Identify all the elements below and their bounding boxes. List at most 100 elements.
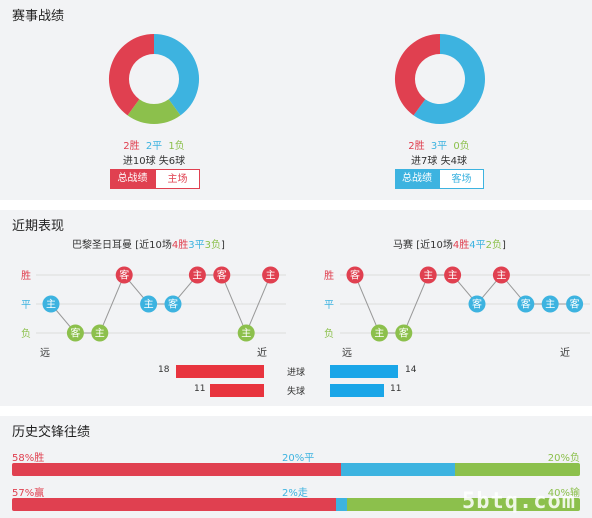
home-match-dot: [262, 266, 280, 284]
h2h-handicap-push-text: 2%走: [282, 488, 308, 499]
home-match-venue-label: 主: [46, 299, 56, 311]
away-goals-summary: 进7球 失4球: [411, 156, 467, 167]
home-form-bracket: ]: [220, 240, 225, 251]
away-form-bracket: ]: [501, 240, 506, 251]
away-match-dot: [541, 295, 559, 313]
away-axis-far: 远: [342, 348, 352, 359]
away-match-dot: [566, 295, 584, 313]
home-form-chart: 主客 主客主 客主 客主主: [36, 266, 286, 342]
home-match-marker: 主: [237, 324, 255, 342]
away-match-marker: 主: [541, 295, 559, 313]
home-form-header: 巴黎圣日耳曼 [近10场4胜3平3负]: [72, 236, 225, 251]
home-loss-count: 1负: [168, 141, 185, 152]
away-draw-count: 3平: [430, 141, 448, 152]
h2h-handicap-loss-segment: [347, 498, 580, 511]
away-match-dot: [346, 266, 364, 284]
home-match-marker: 客: [66, 324, 84, 342]
home-match-marker: 主: [91, 324, 109, 342]
away-match-venue-label: 客: [350, 269, 360, 282]
h2h-draw-text: 20%平: [282, 453, 315, 464]
h2h-win-segment: [12, 463, 342, 476]
away-team-name: 马赛: [393, 240, 413, 251]
home-match-dot: [213, 266, 231, 284]
home-ylabel-draw: 平: [21, 300, 31, 311]
home-form-draws: 3平: [188, 240, 205, 251]
recent-form-section: 近期表现 巴黎圣日耳曼 [近10场4胜3平3负] 马赛 [近10场4胜4平2负]…: [0, 210, 592, 406]
home-form-wins: 4胜: [171, 240, 189, 251]
away-ylabel-draw: 平: [324, 300, 334, 311]
away-match-dot: [419, 266, 437, 284]
away-loss-count: 0负: [453, 141, 470, 152]
h2h-handicap-push-segment: [335, 498, 348, 511]
home-match-venue-label: 主: [192, 270, 202, 282]
away-match-dot: [492, 266, 510, 284]
away-match-marker: 客: [566, 295, 584, 313]
home-match-venue-label: 客: [70, 327, 80, 340]
away-match-marker: 客: [395, 324, 413, 342]
away-match-marker: 主: [370, 324, 388, 342]
away-match-venue-label: 客: [570, 298, 580, 311]
home-match-dot: [42, 295, 60, 313]
home-match-marker: 主: [262, 266, 280, 284]
home-match-marker: 客: [115, 266, 133, 284]
away-form-header: 马赛 [近10场4胜4平2负]: [393, 236, 506, 251]
home-match-dot: [164, 295, 182, 313]
home-match-marker: 客: [213, 266, 231, 284]
away-match-venue-label: 客: [399, 327, 409, 340]
h2h-handicap-win-text: 57%赢: [12, 488, 45, 499]
h2h-draw-segment: [341, 463, 456, 476]
home-match-venue-label: 客: [217, 269, 227, 282]
away-total-record-tab[interactable]: 总战绩: [395, 169, 439, 189]
home-form-line: [50, 274, 272, 335]
away-record-donut: [395, 34, 485, 124]
section-divider: [0, 200, 592, 210]
away-match-marker: 客: [468, 295, 486, 313]
home-form-losses: 3负: [204, 240, 221, 251]
scored-label: 进球: [287, 368, 306, 378]
home-draw-count: 2平: [145, 141, 163, 152]
away-match-marker: 客: [517, 295, 535, 313]
away-conceded-value: 11: [390, 384, 402, 394]
recent-form-title: 近期表现: [12, 219, 65, 234]
home-ylabel-loss: 负: [21, 329, 31, 340]
home-scored-bar: [176, 365, 264, 378]
away-ylabel-win: 胜: [324, 271, 334, 282]
home-goals-summary: 进10球 失6球: [122, 156, 186, 167]
home-match-venue-label: 客: [168, 298, 178, 311]
away-form-wins: 4胜: [452, 240, 470, 251]
away-scored-bar: [330, 365, 398, 378]
away-match-dot: [444, 266, 462, 284]
away-match-dot: [395, 324, 413, 342]
home-venue-record-tab[interactable]: 主场: [155, 169, 200, 189]
away-match-dot: [370, 324, 388, 342]
away-form-draws: 4平: [469, 240, 486, 251]
home-total-record-tab[interactable]: 总战绩: [110, 169, 155, 189]
away-form-chart: 客主 客主 主客主客主客: [340, 266, 590, 342]
home-match-marker: 主: [42, 295, 60, 313]
head-to-head-title: 历史交锋往绩: [12, 425, 91, 440]
home-team-name: 巴黎圣日耳曼: [72, 240, 132, 251]
away-conceded-bar: [330, 384, 384, 397]
h2h-loss-segment: [455, 463, 580, 476]
away-match-marker: 主: [492, 266, 510, 284]
home-ylabel-win: 胜: [21, 271, 31, 282]
away-scored-value: 14: [405, 365, 417, 375]
h2h-result-bar: [12, 463, 580, 476]
h2h-loss-text: 20%负: [547, 453, 580, 464]
home-match-marker: 主: [188, 266, 206, 284]
away-form-range: [近10场: [416, 240, 453, 251]
conceded-label: 失球: [287, 387, 306, 397]
away-venue-record-tab[interactable]: 客场: [439, 169, 484, 189]
away-match-venue-label: 主: [496, 270, 506, 282]
away-match-venue-label: 主: [448, 270, 458, 282]
home-donut-win-slice: [109, 34, 155, 116]
home-scored-value: 18: [158, 365, 170, 375]
home-match-venue-label: 主: [144, 299, 154, 311]
home-axis-near: 近: [257, 348, 267, 359]
away-donut-win-slice: [395, 34, 441, 116]
site-watermark: 5btq.com: [462, 489, 576, 514]
h2h-handicap-win-segment: [12, 498, 336, 511]
home-match-marker: 主: [140, 295, 158, 313]
away-match-marker: 主: [444, 266, 462, 284]
home-match-venue-label: 客: [119, 269, 129, 282]
